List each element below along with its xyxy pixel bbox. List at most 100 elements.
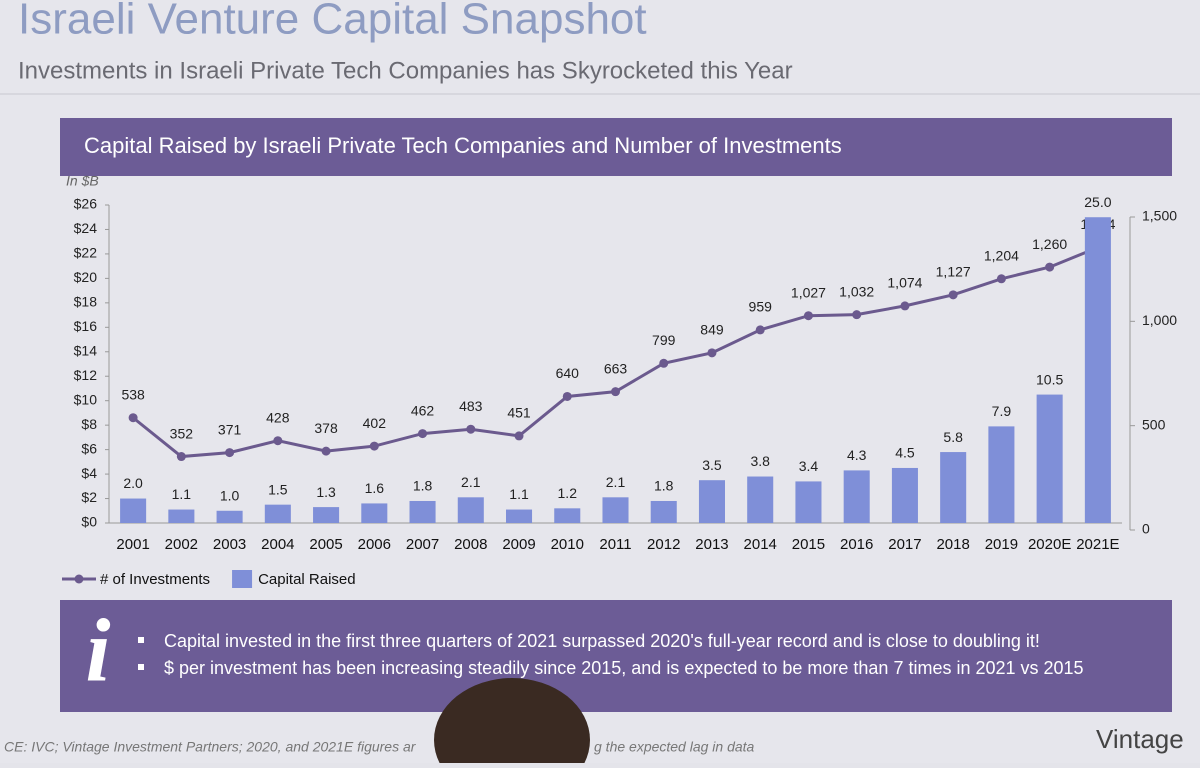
bar-value-label: 1.6	[365, 480, 385, 496]
bar	[940, 452, 967, 523]
note: Capital invested in the first three quar…	[164, 631, 1040, 651]
line-value-label: 1,204	[984, 247, 1019, 263]
line-value-label: 378	[314, 420, 338, 436]
x-tick-label: 2003	[213, 536, 246, 553]
chart-title: Capital Raised by Israeli Private Tech C…	[84, 133, 842, 158]
bar-value-label: 1.8	[413, 478, 433, 494]
logo: Vintage	[1096, 724, 1184, 754]
bar-value-label: 5.8	[943, 429, 963, 445]
line-value-label: 462	[411, 402, 435, 418]
line-marker	[852, 310, 862, 320]
line-marker	[418, 429, 428, 439]
bar-value-label: 1.2	[558, 485, 578, 501]
line-value-label: 352	[170, 425, 194, 441]
x-tick-label: 2012	[647, 536, 680, 553]
bar-value-label: 1.3	[316, 484, 336, 500]
legend-label: Capital Raised	[258, 571, 356, 588]
bar	[747, 476, 774, 523]
x-tick-label: 2010	[551, 536, 584, 553]
legend-marker	[74, 574, 84, 584]
bar-value-label: 2.1	[606, 474, 626, 490]
bar-value-label: 2.1	[461, 474, 481, 490]
line-marker	[755, 325, 765, 335]
bar-value-label: 1.8	[654, 478, 674, 494]
line-marker	[321, 446, 331, 456]
bar	[698, 480, 726, 523]
bar	[168, 509, 195, 523]
line-value-label: 402	[363, 415, 387, 431]
line-value-label: 959	[749, 299, 773, 315]
line-marker	[659, 358, 669, 368]
line-value-label: 1,032	[839, 283, 874, 299]
line-marker	[611, 387, 620, 397]
line-value-label: 1,260	[1032, 236, 1067, 252]
bar	[650, 500, 677, 523]
y-tick-label: $22	[74, 245, 98, 261]
x-tick-label: 2004	[261, 536, 294, 553]
bar-value-label: 1.5	[268, 481, 288, 497]
slide-title: Israeli Venture Capital Snapshot	[18, 0, 647, 44]
bar	[602, 497, 629, 523]
note: $ per investment has been increasing ste…	[164, 658, 1084, 678]
x-tick-label: 2017	[888, 536, 921, 553]
chart: $0 $2 $4 $6 $8 $10 $12 $14 $16 $18 $20 $22 $24 $26 0 50…	[62, 194, 1177, 588]
bar-value-label: 1.0	[220, 487, 240, 503]
x-tick-label: 2018	[936, 536, 969, 553]
y-tick-label: $20	[74, 269, 98, 285]
x-tick-label: 2021E	[1076, 536, 1119, 553]
line-value-label: 428	[266, 409, 290, 425]
slide-subtitle: Investments in Israeli Private Tech Comp…	[18, 57, 793, 84]
x-tick-label: 2011	[599, 536, 631, 553]
y2-tick-label: 500	[1142, 416, 1166, 432]
line-marker	[948, 290, 958, 300]
line-marker	[1045, 262, 1055, 272]
x-tick-label: 2009	[502, 536, 535, 553]
x-tick-label: 2019	[985, 536, 1018, 553]
x-tick-label: 2013	[695, 536, 728, 553]
line-marker	[225, 448, 235, 458]
line-marker	[996, 274, 1006, 284]
legend-label: # of Investments	[100, 571, 210, 588]
y-tick-label: $4	[81, 465, 97, 481]
bar	[891, 467, 918, 523]
bar-value-label: 3.8	[750, 453, 770, 469]
x-tick-label: 2002	[165, 536, 198, 553]
source-text: g the expected lag in data	[594, 739, 755, 755]
bar-value-label: 10.5	[1036, 371, 1063, 387]
unit-label: In $B	[66, 173, 99, 189]
line-value-label: 483	[459, 398, 483, 414]
bar	[1084, 217, 1111, 523]
bullet	[138, 664, 144, 670]
bar	[505, 509, 533, 523]
bar-value-label: 1.1	[509, 486, 529, 502]
line-value-label: 538	[121, 386, 145, 402]
x-tick-label: 2005	[309, 536, 342, 553]
line-marker	[803, 311, 813, 321]
bar-value-label: 25.0	[1084, 194, 1111, 210]
line-value-label: 1,027	[791, 284, 826, 300]
line-marker	[562, 391, 572, 401]
line-marker	[369, 441, 379, 451]
y-tick-label: $24	[74, 220, 98, 236]
y-tick-label: $0	[81, 514, 97, 530]
y-tick-label: $2	[81, 489, 97, 505]
y-tick-label: $18	[74, 294, 98, 310]
y-tick-label: $26	[74, 196, 98, 212]
bar-value-label: 3.5	[702, 457, 722, 473]
y-tick-label: $12	[74, 367, 98, 383]
x-tick-label: 2016	[840, 536, 873, 553]
line-marker	[900, 301, 910, 311]
y-tick-label: $14	[74, 342, 98, 358]
line-value-label: 1,074	[887, 275, 922, 291]
line-value-label: 1,127	[936, 264, 971, 280]
line-marker	[128, 413, 138, 423]
bar	[843, 470, 870, 523]
bar	[361, 503, 388, 523]
bar	[313, 507, 340, 523]
bar	[120, 498, 147, 523]
line-marker	[176, 452, 186, 462]
y-tick-label: $16	[74, 318, 98, 334]
bar-value-label: 4.3	[847, 447, 867, 463]
line-value-label: 849	[700, 322, 724, 338]
